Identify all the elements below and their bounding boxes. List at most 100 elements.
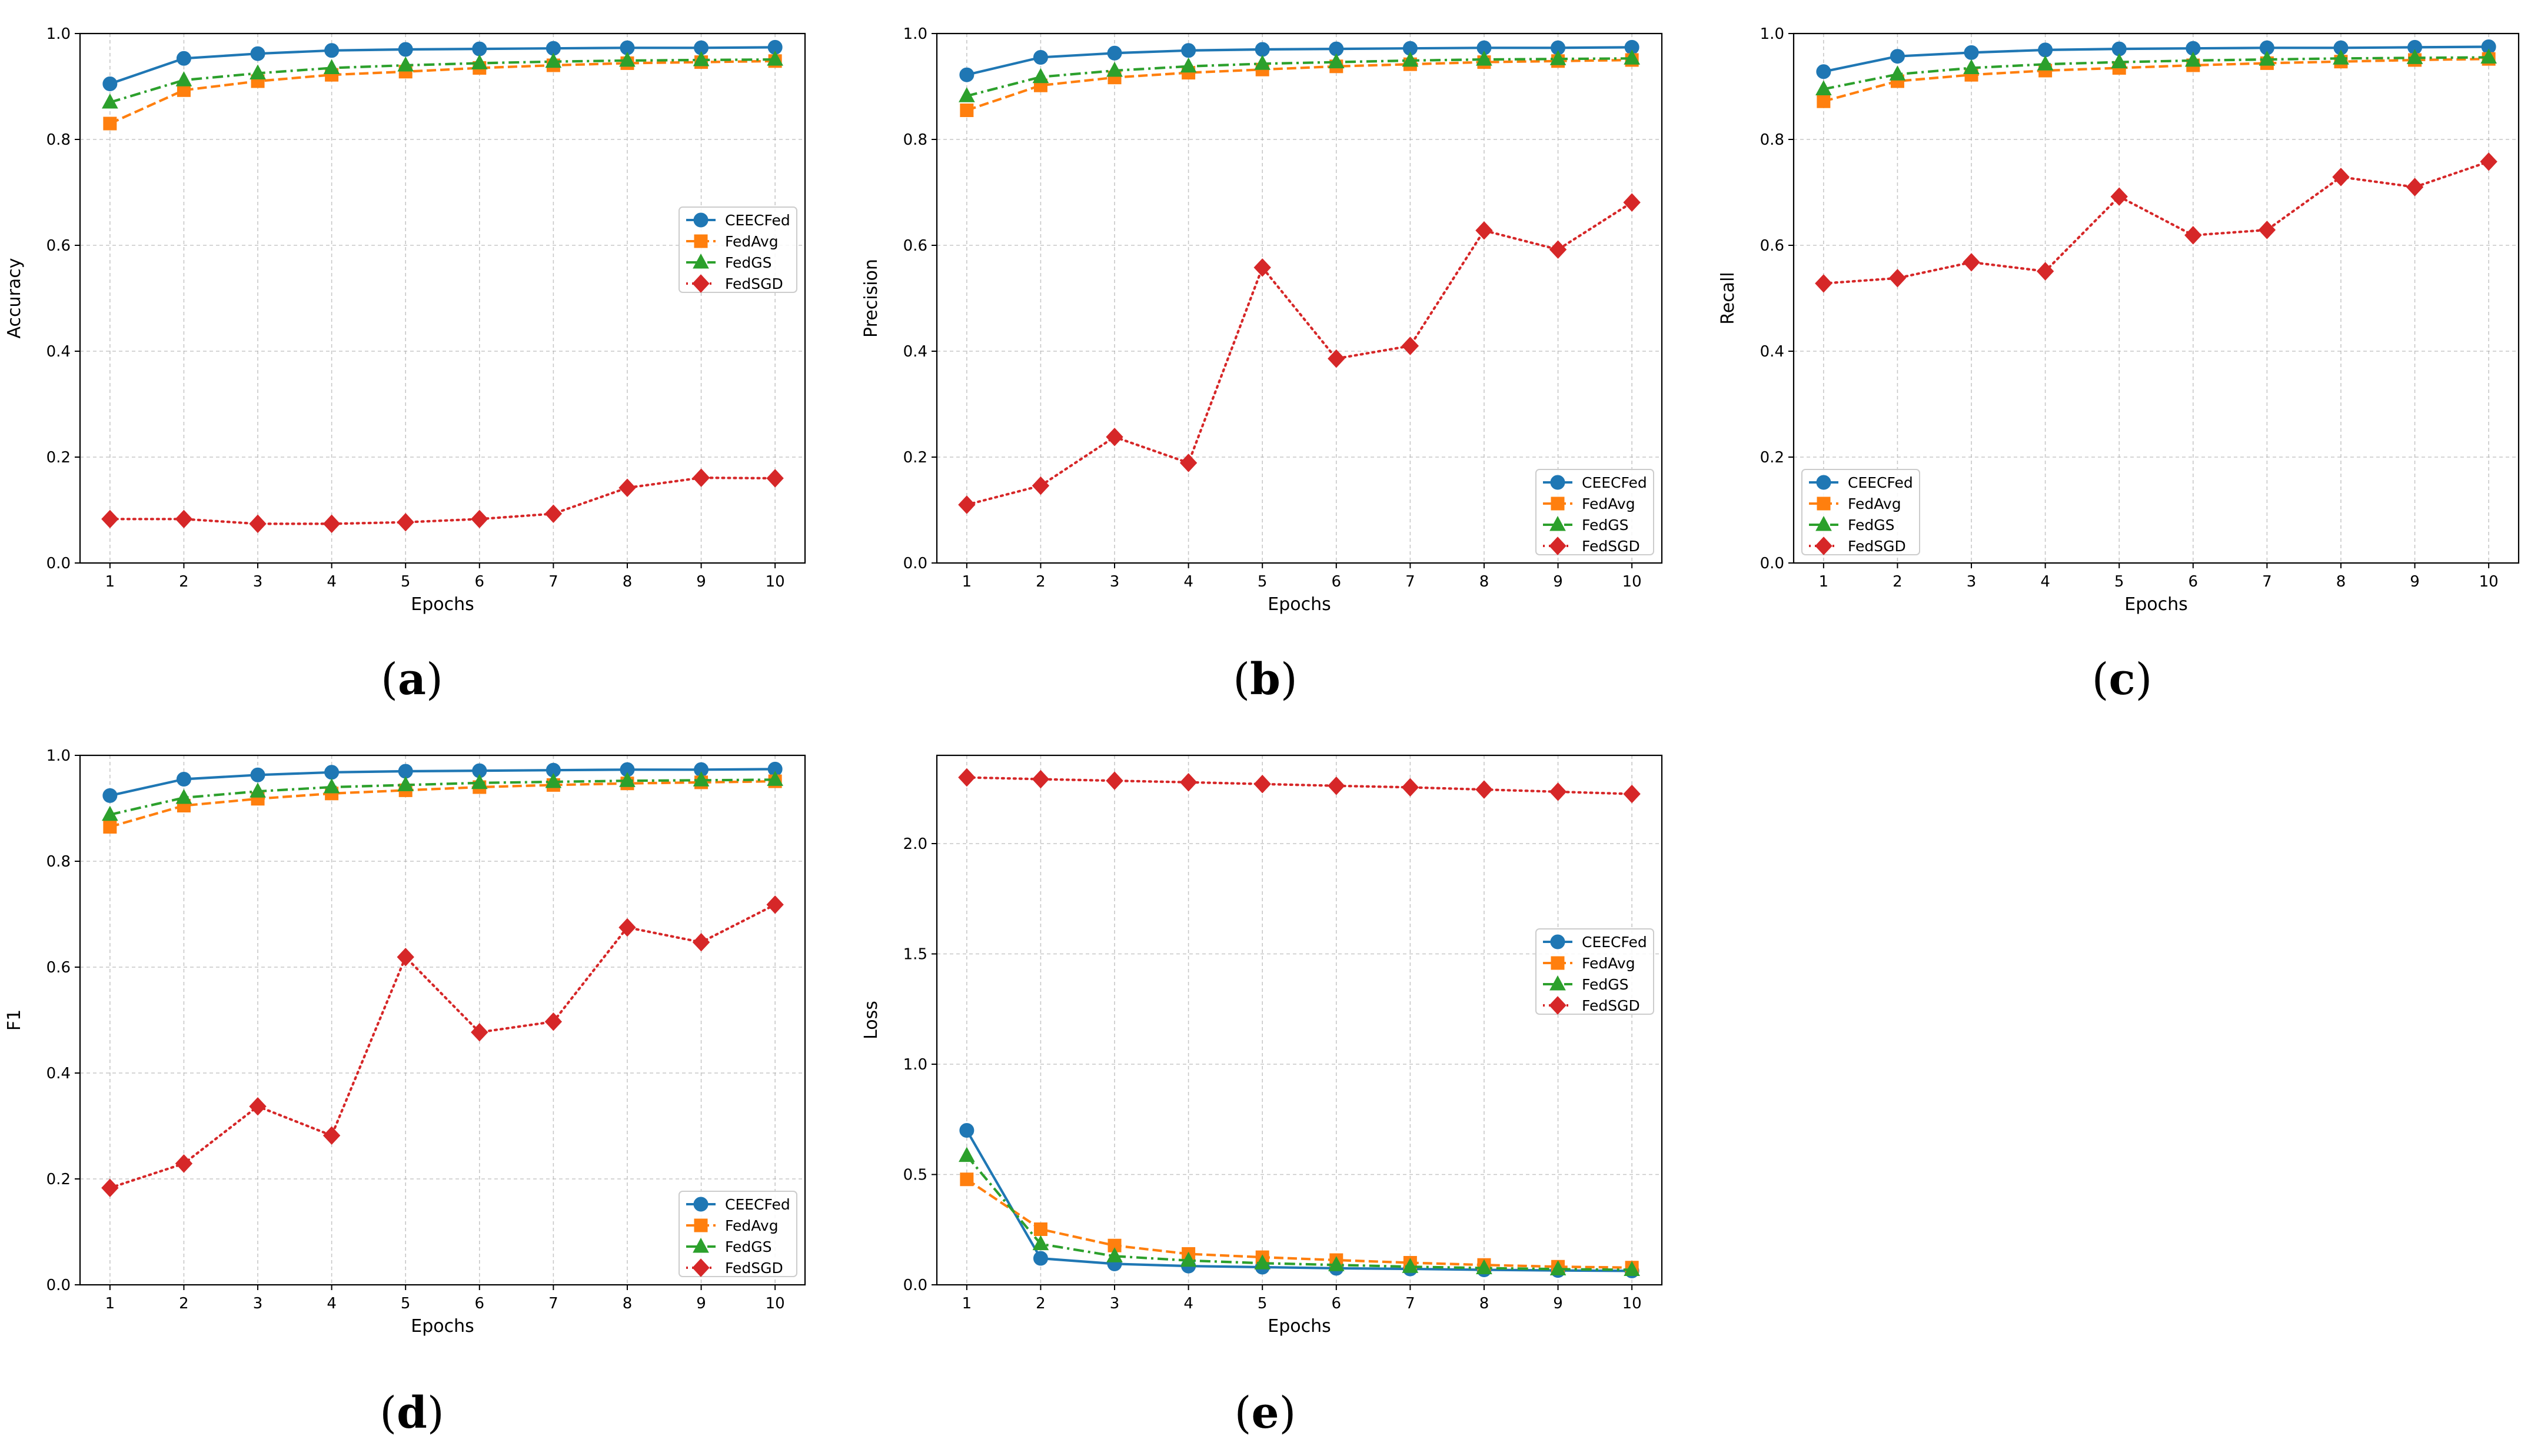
data-point-ceecfed — [959, 67, 975, 82]
data-point-fedsgd — [1623, 784, 1641, 804]
x-tick-label: 9 — [1553, 1295, 1563, 1312]
data-point-fedsgd — [1401, 778, 1419, 797]
legend-marker-ceecfed — [1550, 934, 1565, 949]
data-point-fedsgd — [618, 478, 636, 497]
data-point-fedsgd — [1549, 782, 1567, 801]
legend-box — [679, 1191, 797, 1277]
panel-caption: (a) — [381, 654, 443, 705]
x-tick-label: 6 — [475, 573, 485, 591]
x-tick-label: 2 — [1036, 573, 1046, 591]
x-tick-label: 7 — [548, 573, 558, 591]
series-line-fedsgd — [965, 776, 1634, 795]
legend-label-ceecfed: CEECFed — [725, 212, 790, 229]
data-point-fedgs — [175, 788, 192, 804]
data-point-fedgs — [1963, 59, 1980, 74]
legend-marker-ceecfed — [1816, 475, 1831, 490]
data-point-ceecfed — [102, 788, 118, 803]
x-tick-label: 5 — [401, 1295, 411, 1312]
x-tick-label: 7 — [1405, 1295, 1415, 1312]
legend-label-fedgs: FedGS — [725, 254, 772, 271]
legend: CEECFed FedAvg FedGS FedSGD — [679, 1191, 797, 1277]
x-tick-label: 1 — [105, 1295, 115, 1312]
series-line-fedgs — [966, 57, 1632, 98]
series-line-fedavg — [966, 58, 1632, 112]
x-tick-label: 1 — [962, 573, 972, 591]
legend-marker-fedavg — [1551, 956, 1565, 970]
legend-label-ceecfed: CEECFed — [725, 1196, 790, 1213]
y-tick-label: 0.6 — [1760, 237, 1784, 255]
legend-label-fedsgd: FedSGD — [1848, 538, 1906, 555]
y-tick-label: 1.0 — [903, 25, 927, 43]
y-tick-label: 0.0 — [903, 555, 927, 572]
x-tick-label: 4 — [1183, 1295, 1193, 1312]
caption-letter: d — [397, 1388, 427, 1438]
data-point-fedgs — [1549, 1260, 1567, 1275]
y-tick-label: 1.0 — [1760, 25, 1784, 43]
data-point-ceecfed — [324, 765, 340, 780]
data-point-fedgs — [619, 772, 636, 787]
series-line-fedsgd — [108, 903, 777, 1190]
x-tick-label: 3 — [253, 573, 263, 591]
data-point-fedgs — [1328, 1256, 1345, 1271]
data-point-fedgs — [1402, 51, 1419, 67]
caption-paren-open: ( — [381, 654, 398, 705]
x-tick-label: 1 — [105, 573, 115, 591]
data-point-fedgs — [2480, 48, 2497, 64]
x-tick-label: 4 — [327, 1295, 337, 1312]
x-tick-label: 3 — [1967, 573, 1977, 591]
data-point-fedsgd — [2184, 226, 2202, 245]
legend-marker-fedavg — [1817, 497, 1831, 511]
data-point-fedsgd — [544, 1012, 563, 1031]
x-tick-label: 2 — [1036, 1295, 1046, 1312]
y-axis-label: Accuracy — [4, 258, 25, 339]
x-tick-label: 8 — [623, 1295, 633, 1312]
x-tick-label: 7 — [548, 1295, 558, 1312]
data-point-fedsgd — [322, 1126, 341, 1145]
y-tick-label: 1.0 — [46, 25, 71, 43]
legend: CEECFed FedAvg FedGS FedSGD — [679, 206, 797, 293]
x-axis-label: Epochs — [2124, 594, 2188, 615]
x-tick-label: 8 — [623, 573, 633, 591]
data-point-fedgs — [1032, 1235, 1049, 1251]
legend-marker-fedgs — [1815, 515, 1832, 531]
data-point-fedsgd — [692, 468, 710, 487]
plot-frame — [1792, 32, 2520, 564]
data-point-fedsgd — [2036, 262, 2054, 281]
y-axis-label: Recall — [1718, 272, 1738, 325]
data-point-ceecfed — [2038, 42, 2053, 58]
y-tick-label: 0.8 — [46, 853, 71, 871]
data-point-fedgs — [1476, 1259, 1492, 1274]
data-point-fedgs — [102, 805, 118, 821]
legend: CEECFed FedAvg FedGS FedSGD — [1535, 928, 1654, 1015]
data-point-ceecfed — [1816, 64, 1831, 79]
data-point-fedsgd — [2258, 221, 2276, 239]
x-tick-label: 9 — [696, 1295, 706, 1312]
data-point-fedsgd — [471, 509, 488, 529]
y-tick-label: 0.2 — [46, 449, 71, 467]
legend-marker-ceecfed — [1550, 475, 1565, 490]
data-point-fedsgd — [2406, 178, 2424, 196]
x-tick-label: 3 — [253, 1295, 263, 1312]
chart-panel-a: 1 2 3 4 5 6 7 8 9 10 0.0 0.2 0.4 0.6 0.8 1.0 Epochs Accur… — [4, 25, 806, 705]
series-line-ceecfed — [109, 768, 776, 797]
panel-caption: (d) — [380, 1388, 444, 1438]
data-point-fedavg — [1817, 94, 1831, 108]
data-point-fedgs — [693, 51, 710, 66]
y-tick-label: 0.6 — [903, 237, 927, 255]
data-point-fedgs — [397, 776, 414, 791]
y-axis-label: Precision — [861, 259, 882, 338]
legend-label-fedgs: FedGS — [1582, 976, 1629, 993]
series-line-fedgs — [966, 1155, 1632, 1271]
legend-label-fedsgd: FedSGD — [1582, 997, 1640, 1014]
x-axis-label: Epochs — [411, 594, 474, 615]
y-tick-label: 1.5 — [903, 946, 927, 964]
series-line-ceecfed — [109, 46, 776, 85]
legend-marker-fedgs — [1549, 975, 1566, 991]
legend-label-fedgs: FedGS — [725, 1238, 772, 1255]
chart-panel-c: 1 2 3 4 5 6 7 8 9 10 0.0 0.2 0.4 0.6 0.8 1.0 Epochs Recal… — [1718, 25, 2520, 705]
data-point-fedsgd — [1032, 769, 1050, 789]
plot-frame — [79, 32, 806, 564]
legend-marker-fedgs — [693, 253, 709, 269]
caption-letter: b — [1250, 654, 1281, 705]
